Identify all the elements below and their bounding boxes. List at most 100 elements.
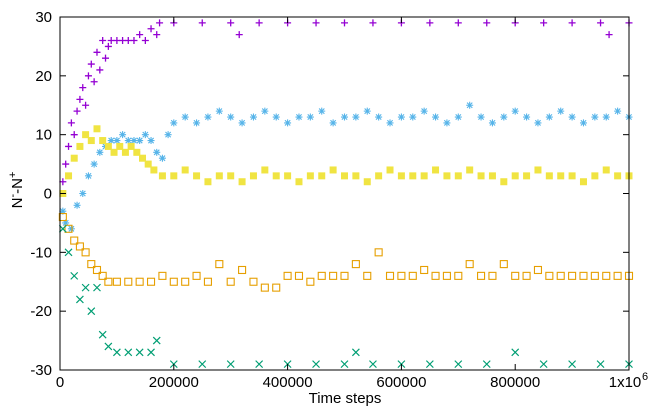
data-point — [557, 107, 565, 115]
data-point — [579, 119, 587, 127]
data-point — [67, 225, 75, 233]
data-point — [99, 137, 107, 145]
data-point — [64, 248, 73, 257]
data-point — [158, 271, 167, 280]
data-point — [87, 307, 96, 316]
data-point — [181, 113, 189, 121]
data-point — [329, 271, 338, 280]
data-point — [67, 119, 75, 127]
series-plus — [59, 19, 633, 186]
data-point — [369, 19, 377, 27]
data-point — [386, 119, 394, 127]
data-point — [198, 19, 206, 27]
data-point — [351, 260, 360, 269]
data-point — [568, 360, 577, 369]
data-point — [147, 137, 155, 145]
data-point — [272, 113, 280, 121]
data-point — [104, 277, 113, 286]
data-point — [351, 348, 360, 357]
x-tick-label: 800000 — [490, 374, 540, 391]
data-point — [146, 277, 156, 286]
data-point — [397, 113, 405, 121]
data-marks — [58, 19, 634, 369]
data-point — [150, 166, 158, 174]
data-point — [466, 101, 474, 109]
data-point — [477, 271, 486, 280]
data-point — [579, 271, 588, 280]
data-point — [62, 219, 70, 227]
data-point — [104, 142, 112, 150]
data-point — [235, 31, 243, 39]
x-tick-exponent: 6 — [642, 371, 648, 383]
data-point — [73, 107, 81, 115]
data-point — [591, 113, 599, 121]
data-point — [192, 271, 201, 280]
data-point — [602, 113, 610, 121]
data-point — [203, 277, 212, 286]
data-point — [227, 172, 235, 180]
data-point — [215, 172, 223, 180]
data-point — [87, 137, 95, 145]
data-point — [511, 107, 519, 115]
data-point — [104, 342, 113, 351]
data-point — [79, 190, 87, 197]
data-point — [602, 271, 611, 280]
data-point — [568, 172, 576, 180]
data-point — [386, 166, 394, 174]
data-point — [70, 131, 78, 139]
data-point — [226, 277, 235, 286]
data-point — [306, 113, 314, 121]
data-point — [482, 360, 491, 369]
data-point — [227, 113, 235, 121]
data-point — [317, 271, 326, 280]
x-axis-label: Time steps — [309, 390, 382, 407]
data-point — [193, 172, 201, 180]
data-point — [130, 137, 138, 145]
y-tick-label: 30 — [35, 9, 52, 26]
data-point — [318, 107, 326, 115]
series-open-square — [58, 212, 634, 292]
data-point — [284, 119, 292, 127]
data-point — [454, 271, 463, 280]
data-point — [397, 271, 406, 280]
data-point — [204, 113, 212, 121]
data-point — [65, 142, 73, 150]
data-point — [75, 242, 84, 251]
data-point — [545, 113, 553, 121]
y-tick-label: 10 — [35, 127, 52, 144]
data-point — [124, 137, 132, 145]
data-point — [147, 348, 155, 357]
data-point — [466, 166, 474, 174]
data-point — [133, 148, 141, 156]
tick-labels: 0 200000 400000 600000 800000 1x10 6 -30 -20 -10 0… — [30, 9, 648, 391]
data-point — [318, 172, 326, 180]
series-filled-square — [59, 125, 633, 197]
data-point — [92, 265, 102, 275]
data-point — [227, 19, 235, 27]
data-point — [340, 360, 349, 369]
data-point — [255, 19, 263, 27]
data-point — [579, 178, 587, 186]
data-point — [79, 84, 87, 92]
data-point — [432, 166, 440, 174]
data-point — [70, 271, 79, 280]
data-point — [374, 248, 383, 257]
data-point — [283, 271, 292, 280]
data-point — [73, 201, 81, 209]
data-point — [59, 178, 67, 186]
data-point — [113, 137, 121, 145]
data-point — [238, 178, 246, 186]
data-point — [112, 348, 121, 357]
data-point — [483, 19, 491, 27]
data-point — [124, 277, 133, 286]
data-point — [557, 172, 565, 180]
data-point — [523, 113, 531, 121]
data-point — [152, 336, 161, 345]
data-point — [284, 172, 292, 180]
data-point — [465, 260, 474, 269]
data-point — [87, 60, 95, 68]
data-point — [614, 172, 622, 180]
data-point — [58, 224, 67, 233]
data-point — [568, 113, 576, 121]
